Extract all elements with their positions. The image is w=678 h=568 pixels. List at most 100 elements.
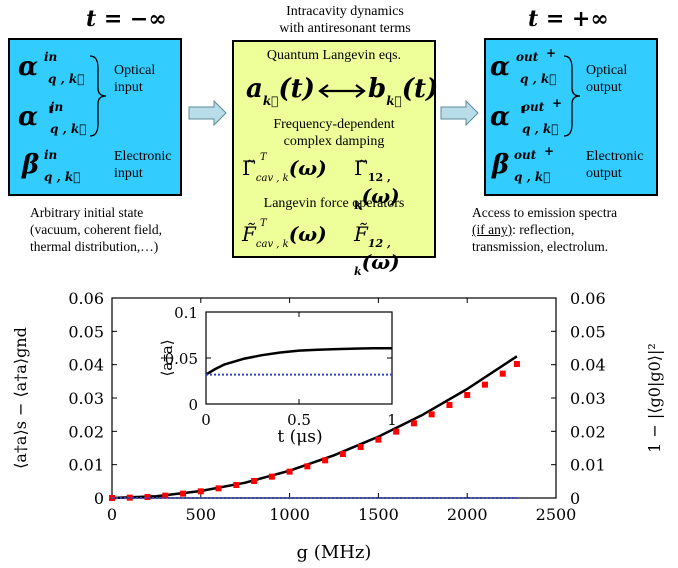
y-tick-label: 0.05 [165,350,198,368]
data-point [499,370,506,377]
x-tick-label: 2500 [536,505,577,524]
ql-title: Quantum Langevin eqs. [266,48,402,63]
beta-out-sup: out [514,148,537,162]
alpha-in-sup: in [44,50,58,64]
x-tick-label: 1000 [269,505,310,524]
right-y-tick-label: 0.04 [570,356,606,375]
input-brace [89,55,107,137]
data-point [268,473,275,480]
optical-input-label: Optical input [114,63,156,95]
data-point [428,411,435,418]
alpha-out-sup: out [516,50,539,64]
inset-frame [205,311,393,405]
x-axis-label: g (MHz) [297,542,372,563]
right-y-tick-label: 0.05 [570,322,606,341]
right-y-tick-label: 0.06 [570,289,606,308]
inset-y-ticks: 0 0.05 0.1 [165,304,392,414]
inset-x-axis-label: t (μs) [277,427,322,447]
x-tick-label: 1 [387,411,397,429]
y-tick-label: 0.06 [68,289,104,308]
beta-out-sub: q , k⃗ [514,170,551,184]
data-point [322,457,329,464]
gamma-12-term: Γ̃12 , k(ω) [354,156,400,212]
alpha-out-plus: + [546,46,557,60]
left-time-label: t = −∞ [86,6,167,32]
main-chart: 00.010.020.030.040.050.06 00.010.020.030… [11,289,664,563]
beta-in-symbol: β [22,150,40,180]
y-tick-label: 0.02 [68,422,104,441]
output-brace [563,55,581,137]
y-tick-label: 0.04 [68,356,104,375]
data-point [481,381,488,388]
right-caption: Access to emission spectra (if any): ref… [472,205,618,254]
alpha-in-sub: q , k⃗ [48,72,85,86]
right-flow-arrow [440,100,479,126]
beta-in-sub: q , k⃗ [44,170,81,184]
right-y-tick-label: 0.02 [570,422,606,441]
x-tick-label: 0.5 [287,411,311,429]
x-tick-label: 0 [201,411,211,429]
alpha-out-symbol: α [490,52,511,82]
intracavity-box: Quantum Langevin eqs. ak⃗(t) bk⃗(t) Freq… [232,40,438,278]
beta-in-sup: in [44,148,58,162]
x-tick-label: 2000 [447,505,488,524]
force-cav-term: F̃cav , k(ω) T [242,218,327,250]
data-point [339,451,346,457]
alpha-prime-out-plus: + [552,96,563,110]
alpha-prime-out-sup: out [522,100,545,114]
force-title: Langevin force operators [263,196,405,211]
right-y-tick-label: 0.03 [570,389,606,408]
output-box: α out + q , k⃗ α ' out + q , k⃗ Optical … [484,38,658,196]
alpha-prime-in-symbol: α ' [18,102,56,132]
inset-y-axis-label: ⟨a†a⟩ [158,339,176,376]
y-tick-label: 0.05 [68,322,104,341]
data-point [144,494,151,500]
data-point [357,444,364,450]
right-y-tick-label: 0 [570,489,580,508]
data-point [410,420,417,427]
alpha-in-symbol: α [18,52,39,82]
left-flow-arrow [188,100,227,126]
alpha-prime-out-symbol: α ' [490,102,528,132]
alpha-prime-out-sub: q , k⃗ [522,122,559,136]
data-point [197,488,204,495]
data-point [286,468,293,475]
y-tick-label: 0.03 [68,389,104,408]
data-point [180,490,187,497]
y-tick-label: 0 [94,489,104,508]
alpha-prime-in-sup: in [50,100,64,114]
beta-out-plus: + [544,144,555,158]
y-axis-label: ⟨a†a⟩s − ⟨a†a⟩gnd [11,327,30,469]
series-line [205,346,393,376]
data-point [375,436,382,443]
force-12-term: F̃12 , k(ω) [354,222,400,278]
inset-series-group [205,346,393,376]
center-header: Intracavity dynamics with antiresonant t… [279,4,411,36]
y-tick-label: 0.1 [174,304,198,322]
damping-title: Frequency-dependent complex damping [273,117,395,149]
x-tick-label: 500 [186,505,217,524]
y-tick-label: 0.01 [68,456,104,475]
electronic-input-label: Electronic input [114,149,172,181]
data-point [215,485,222,492]
right-y-tick-label: 0.01 [570,456,606,475]
series-line [111,355,518,500]
x-ticks: 0 500 1000 1500 2000 2500 [107,298,576,524]
a-k-term: ak⃗(t) [246,74,315,108]
data-point [446,402,453,408]
data-point [393,428,400,435]
x-tick-label: 1500 [358,505,399,524]
optical-output-label: Optical output [586,63,628,95]
left-caption: Arbitrary initial state (vacuum, coheren… [30,205,162,254]
electronic-output-label: Electronic output [586,149,644,181]
inset-x-ticks: 0 0.5 1 [201,312,397,429]
right-y-axis-label: 1 − |⟨g0|g0⟩|² [645,343,664,453]
alpha-prime-in-sub: q , k⃗ [50,122,87,136]
data-point [162,492,169,499]
data-point [251,478,258,484]
double-arrow-icon [318,84,366,98]
main-series-group [109,355,520,501]
beta-out-symbol: β [492,150,510,180]
data-point [513,361,520,367]
input-box: α in q , k⃗ α ' in q , k⃗ Optical input … [8,38,182,196]
